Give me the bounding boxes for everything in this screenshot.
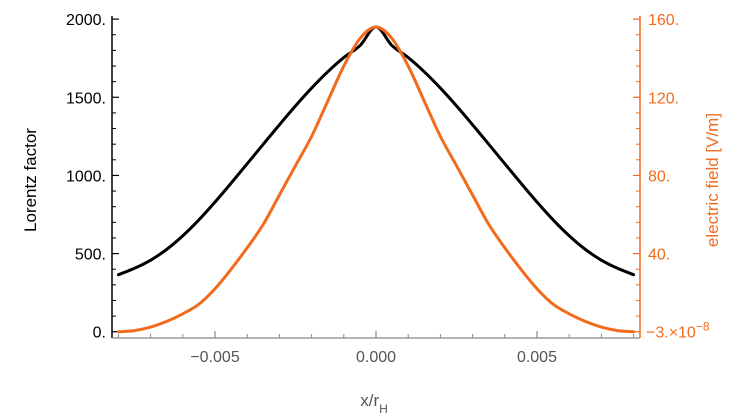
x-tick-label: −0.005	[190, 349, 239, 366]
y-axis-left-label: Lorentz factor	[21, 128, 40, 232]
y-right-bottom-tick-label: −3.×10−8	[646, 320, 710, 342]
axes-group	[111, 16, 641, 339]
electric-field-line	[116, 25, 636, 334]
y-right-tick-label: 80.	[648, 168, 670, 185]
labels-group: Lorentz factor electric field [V/m] x/rH	[21, 113, 722, 416]
x-tick-label: 0.005	[517, 349, 557, 366]
y-right-tick-label: 160.	[648, 12, 679, 29]
ticks-group: 0. 500. 1000. 1500. 2000. 40. 80. 120. 160. −3.×1…	[66, 12, 710, 366]
y-left-tick-label: 500.	[75, 247, 106, 264]
y-left-tick-label: 0.	[93, 325, 106, 342]
x-axis-label: x/rH	[360, 391, 388, 416]
y-axis-right-label: electric field [V/m]	[703, 113, 722, 247]
y-right-bottom-tick-exponent: −8	[696, 320, 710, 334]
y-left-tick-label: 2000.	[66, 12, 106, 29]
series-group	[116, 25, 636, 334]
x-axis-label-sub: H	[379, 402, 388, 416]
x-axis-label-main: x/r	[360, 391, 379, 410]
y-left-tick-label: 1000.	[66, 168, 106, 185]
x-tick-label: 0.000	[356, 349, 396, 366]
lorentz-factor-line	[116, 25, 636, 277]
y-right-tick-label: 40.	[648, 247, 670, 264]
y-left-tick-label: 1500.	[66, 90, 106, 107]
y-right-bottom-tick-prefix: −3.×10	[646, 325, 696, 342]
y-right-tick-label: 120.	[648, 90, 679, 107]
